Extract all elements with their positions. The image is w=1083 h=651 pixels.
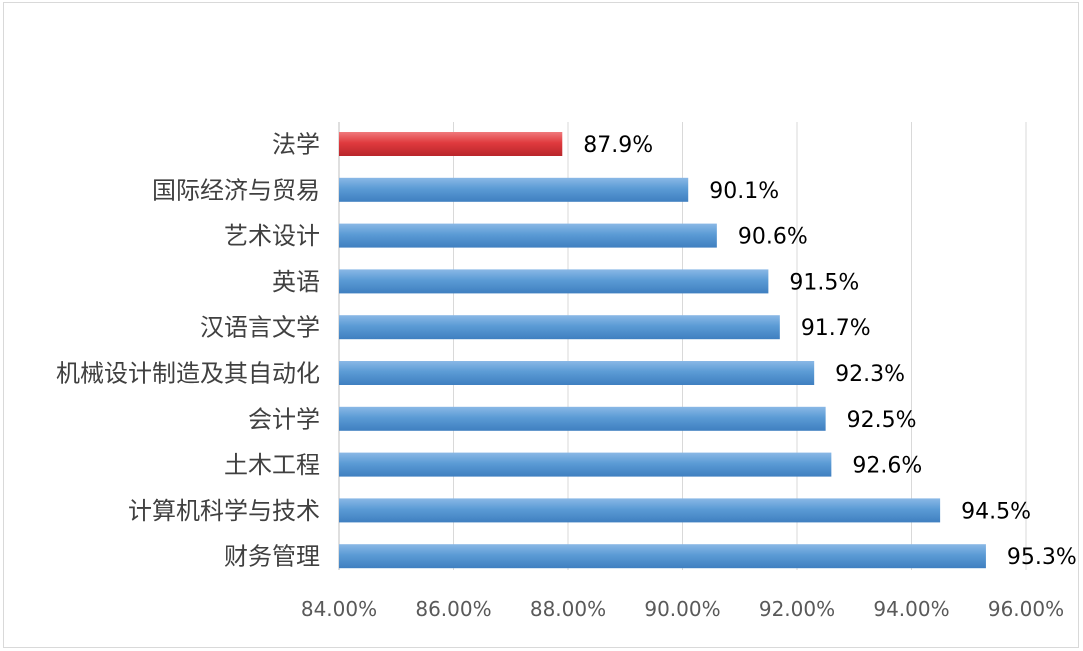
bar-7 — [339, 452, 832, 477]
bar-0 — [339, 132, 563, 156]
x-tick-label: 96.00% — [988, 597, 1064, 621]
x-tick-label: 86.00% — [415, 597, 491, 621]
value-label: 92.5% — [847, 408, 917, 433]
value-label: 95.3% — [1007, 545, 1077, 570]
value-label: 91.7% — [801, 316, 871, 341]
bar-9 — [339, 544, 986, 569]
x-tick-label: 90.00% — [644, 597, 720, 621]
category-label: 会计学 — [248, 405, 320, 433]
x-tick-label: 88.00% — [530, 597, 606, 621]
labels: 84.00% 86.00% 88.00% 90.00% 92.00% 94.00% 96.0… — [56, 131, 1077, 622]
value-label: 87.9% — [583, 133, 653, 158]
value-label: 94.5% — [961, 499, 1031, 524]
value-label: 91.5% — [789, 270, 859, 295]
category-label: 土木工程 — [224, 451, 320, 479]
bar-1 — [339, 177, 689, 202]
bars — [339, 132, 986, 569]
bar-2 — [339, 223, 717, 248]
bar-6 — [339, 406, 826, 431]
category-label: 计算机科学与技术 — [128, 497, 320, 525]
bar-8 — [339, 498, 941, 523]
category-label: 国际经济与贸易 — [152, 176, 320, 204]
category-label: 财务管理 — [224, 543, 320, 571]
value-label: 92.3% — [835, 362, 905, 387]
value-label: 90.6% — [738, 225, 808, 250]
category-label: 汉语言文学 — [200, 314, 320, 342]
category-label: 机械设计制造及其自动化 — [56, 360, 320, 388]
bar-4 — [339, 315, 780, 340]
category-label: 艺术设计 — [224, 222, 320, 250]
category-label: 英语 — [272, 268, 320, 296]
x-tick-label: 94.00% — [873, 597, 949, 621]
category-label: 法学 — [272, 131, 320, 159]
x-tick-label: 84.00% — [301, 597, 377, 621]
bar-5 — [339, 361, 815, 385]
bar-3 — [339, 269, 769, 294]
value-label: 92.6% — [852, 454, 922, 479]
value-label: 90.1% — [709, 179, 779, 204]
x-tick-label: 92.00% — [759, 597, 835, 621]
